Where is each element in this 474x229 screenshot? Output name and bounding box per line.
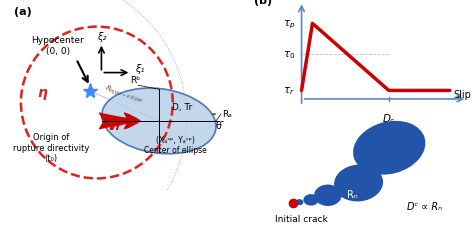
- Text: Rₙ: Rₙ: [347, 189, 358, 199]
- Ellipse shape: [314, 185, 342, 206]
- Text: Initial crack: Initial crack: [275, 214, 328, 223]
- Text: Hypocenter
(0, 0): Hypocenter (0, 0): [31, 36, 84, 55]
- Text: $D_c$: $D_c$: [382, 112, 396, 125]
- Text: $\tau_0$: $\tau_0$: [283, 49, 295, 60]
- Text: D, Tr: D, Tr: [172, 103, 192, 112]
- Text: $\tau_r$: $\tau_r$: [283, 85, 295, 97]
- Text: Vr: Vr: [107, 121, 121, 131]
- Ellipse shape: [334, 165, 383, 202]
- Text: (a): (a): [14, 7, 32, 17]
- Text: ξ₁: ξ₁: [135, 64, 144, 74]
- Text: $\tau_p$: $\tau_p$: [283, 18, 295, 30]
- Text: ξ₂: ξ₂: [97, 32, 107, 42]
- Text: η: η: [37, 85, 47, 99]
- Ellipse shape: [102, 89, 216, 154]
- Ellipse shape: [353, 121, 425, 175]
- Text: Dᶜ ∝ Rₙ: Dᶜ ∝ Rₙ: [407, 201, 442, 211]
- Text: Origin of
rupture directivity
(t₀): Origin of rupture directivity (t₀): [13, 133, 89, 163]
- Text: θ: θ: [216, 120, 222, 130]
- Ellipse shape: [296, 199, 303, 205]
- Text: Rᵇ: Rᵇ: [130, 76, 140, 85]
- Text: Rₐ: Rₐ: [222, 110, 232, 119]
- Ellipse shape: [303, 194, 319, 206]
- Text: (b): (b): [254, 0, 272, 6]
- Text: (Xₐˢᵖ, Yₐˢᵖ)
Center of ellipse: (Xₐˢᵖ, Yₐˢᵖ) Center of ellipse: [144, 135, 206, 154]
- Text: Slip: Slip: [454, 90, 472, 100]
- Text: $R_{hypo-ellipse}$: $R_{hypo-ellipse}$: [103, 83, 146, 106]
